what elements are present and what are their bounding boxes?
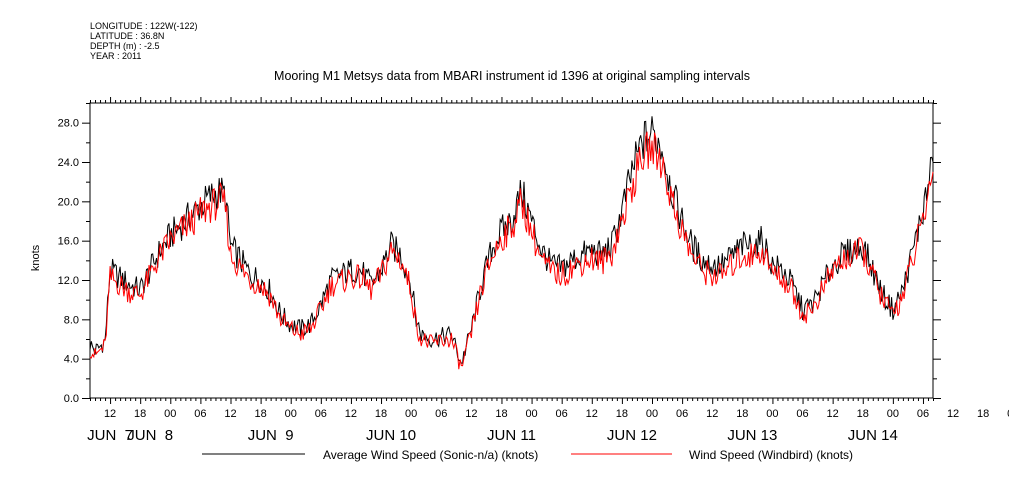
x-hour-label: 00 [405, 408, 417, 420]
x-date-label: JUN 12 [607, 427, 657, 444]
x-hour-label: 00 [1007, 408, 1009, 420]
x-date-label: JUN 8 [127, 427, 173, 444]
x-hour-label: 12 [586, 408, 598, 420]
x-hour-label: 12 [104, 408, 116, 420]
x-hour-label: 06 [917, 408, 929, 420]
x-hour-label: 18 [616, 408, 628, 420]
y-tick-label: 8.0 [64, 314, 79, 326]
legend-label-windbird: Wind Speed (Windbird) (knots) [689, 448, 853, 462]
y-tick-label: 16.0 [58, 236, 79, 248]
x-hour-label: 18 [254, 408, 266, 420]
x-hour-label: 00 [525, 408, 537, 420]
plot-axes: 0.0 4.0 8.0 12.0 16.0 20.0 24.0 28.0 12 18 00 06 12 1… [58, 97, 1009, 444]
x-hour-label: 12 [465, 408, 477, 420]
y-axis-label: knots [30, 244, 42, 271]
plot-frame [89, 102, 934, 399]
series-layer [89, 116, 934, 370]
legend: Average Wind Speed (Sonic-n/a) (knots) W… [202, 448, 853, 462]
y-tick-label: 20.0 [58, 196, 79, 208]
y-tick-label: 28.0 [58, 118, 79, 130]
x-hour-label: 06 [194, 408, 206, 420]
x-hour-label: 18 [134, 408, 146, 420]
y-tick-label: 0.0 [64, 393, 79, 405]
series-line-average-wind [89, 116, 934, 364]
x-hour-label: 00 [164, 408, 176, 420]
x-hour-label: 12 [706, 408, 718, 420]
x-hour-label: 06 [315, 408, 327, 420]
x-hour-label: 12 [947, 408, 959, 420]
metadata-block: LONGITUDE : 122W(-122) LATITUDE : 36.8N … [90, 21, 198, 61]
x-hour-label: 00 [766, 408, 778, 420]
x-hour-label: 18 [977, 408, 989, 420]
x-date-label: JUN 10 [366, 427, 416, 444]
legend-label-average: Average Wind Speed (Sonic-n/a) (knots) [323, 448, 538, 462]
longitude-line: LONGITUDE : 122W(-122) [90, 21, 198, 31]
x-hour-label: 06 [676, 408, 688, 420]
x-hour-label: 06 [435, 408, 447, 420]
x-hour-label: 18 [857, 408, 869, 420]
x-hour-label: 12 [827, 408, 839, 420]
x-date-label: JUN 11 [487, 427, 536, 444]
series-line-windbird [89, 131, 934, 370]
y-tick-label: 24.0 [58, 157, 79, 169]
x-hour-label: 18 [495, 408, 507, 420]
chart-title: Mooring M1 Metsys data from MBARI instru… [274, 69, 750, 83]
year-line: YEAR : 2011 [90, 51, 142, 61]
x-hour-label: 00 [646, 408, 658, 420]
latitude-line: LATITUDE : 36.8N [90, 31, 165, 41]
x-date-label: JUN 13 [727, 427, 777, 444]
x-hour-label: 00 [285, 408, 297, 420]
y-tick-label: 4.0 [64, 354, 79, 366]
x-hour-label: 00 [887, 408, 899, 420]
x-hour-label: 12 [345, 408, 357, 420]
y-tick-label: 12.0 [58, 275, 79, 287]
x-hour-label: 18 [375, 408, 387, 420]
x-hour-label: 18 [736, 408, 748, 420]
x-hour-label: 06 [556, 408, 568, 420]
x-date-label: JUN 9 [248, 427, 294, 444]
x-hour-label: 12 [224, 408, 236, 420]
x-date-label: JUN 7 [87, 427, 133, 444]
depth-line: DEPTH (m) : -2.5 [90, 41, 160, 51]
x-date-label: JUN 14 [848, 427, 898, 444]
x-hour-label: 06 [796, 408, 808, 420]
